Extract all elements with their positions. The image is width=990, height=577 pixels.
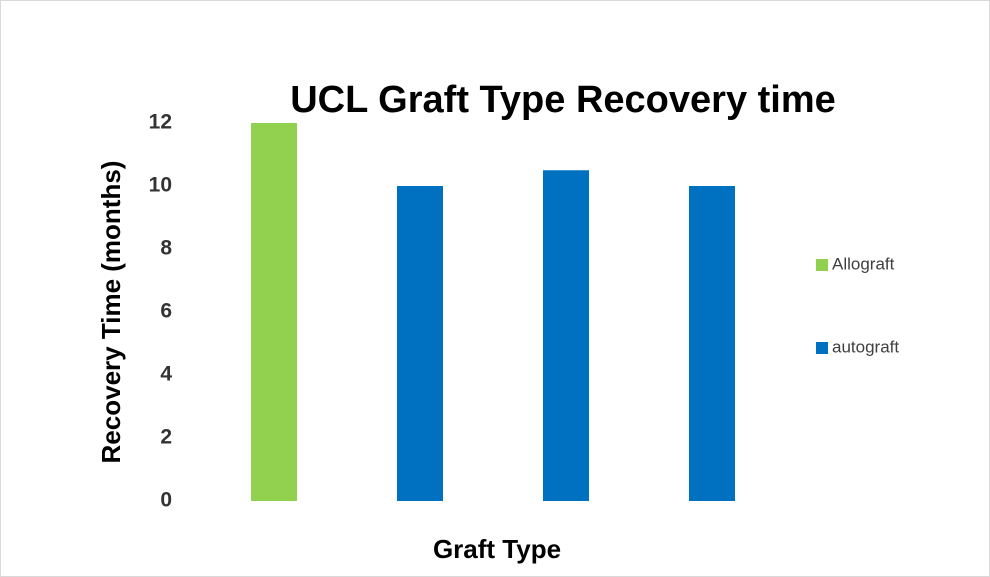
bar bbox=[397, 186, 443, 501]
y-axis-label: Recovery Time (months) bbox=[96, 161, 126, 464]
y-tick-label: 8 bbox=[160, 237, 172, 260]
y-tick-label: 2 bbox=[160, 426, 172, 449]
chart-title: UCL Graft Type Recovery time bbox=[290, 79, 836, 121]
legend-label: autograft bbox=[832, 337, 899, 356]
bar bbox=[251, 123, 297, 501]
bar bbox=[689, 186, 735, 501]
x-axis-label: Graft Type bbox=[433, 534, 561, 564]
y-tick-label: 10 bbox=[149, 174, 172, 197]
bar bbox=[543, 170, 589, 501]
legend-swatch bbox=[816, 342, 828, 354]
y-tick-label: 0 bbox=[160, 489, 172, 512]
legend-swatch bbox=[816, 259, 828, 271]
legend-label: Allograft bbox=[832, 254, 895, 273]
y-tick-label: 6 bbox=[160, 300, 172, 323]
y-tick-label: 12 bbox=[149, 111, 172, 134]
y-tick-label: 4 bbox=[160, 363, 172, 386]
